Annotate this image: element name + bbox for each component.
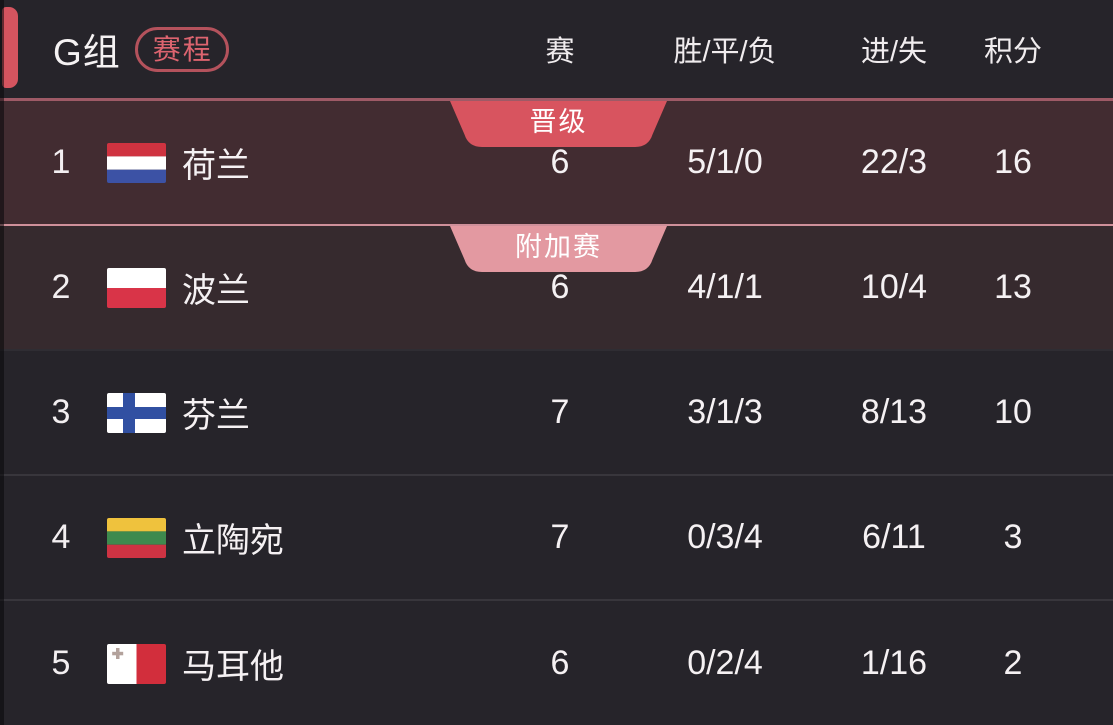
team-name: 立陶宛 [182,522,284,560]
stat-goals: 10/4 [860,268,928,306]
playoff-badge-label: 附加赛 [515,232,602,262]
table-row-netherlands[interactable]: 晋级 1 荷兰 6 5/1/0 22/3 16 [0,101,1113,226]
stat-points: 10 [994,393,1032,431]
playoff-badge: 附加赛 [450,226,667,272]
column-header-wdl: 胜/平/负 [673,36,777,68]
poland-flag [107,267,166,308]
stat-played: 7 [550,518,570,556]
stat-goals: 22/3 [860,143,928,181]
qualified-badge-shape [450,101,667,147]
stat-goals: 1/16 [860,644,928,682]
lithuania-flag [107,517,166,558]
stat-points: 2 [1003,644,1023,682]
finland-flag [107,392,166,433]
stat-points: 13 [994,268,1032,306]
column-header-points: 积分 [983,36,1042,68]
stat-goals: 8/13 [860,393,928,431]
stat-wdl: 5/1/0 [687,143,763,181]
table-row-finland[interactable]: 3 芬兰 7 3/1/3 8/13 10 [0,351,1113,476]
rank-number: 4 [51,518,71,556]
playoff-badge-shape [450,226,667,272]
stat-wdl: 0/3/4 [687,518,763,556]
group-title: G组 [53,32,121,73]
malta-flag [107,643,166,684]
stat-points: 3 [1003,518,1023,556]
rank-number: 3 [51,393,71,431]
stat-wdl: 0/2/4 [687,644,763,682]
rank-number: 1 [51,143,71,181]
team-name: 波兰 [182,272,250,310]
stat-played: 6 [550,268,570,306]
team-name: 荷兰 [182,147,250,185]
table-header: G组 赛程 赛 胜/平/负 进/失 积分 [0,0,1113,101]
stat-goals: 6/11 [862,518,926,556]
group-accent-tab [2,7,18,88]
team-name: 马耳他 [182,648,284,686]
qualified-badge-label: 晋级 [529,107,588,137]
table-row-poland[interactable]: 附加赛 2 波兰 6 4/1/1 10/4 13 [0,226,1113,351]
column-header-played: 赛 [545,36,575,68]
team-name: 芬兰 [182,397,250,435]
stat-wdl: 3/1/3 [687,393,763,431]
screen-edge-shade [0,0,4,725]
table-row-lithuania[interactable]: 4 立陶宛 7 0/3/4 6/11 3 [0,476,1113,601]
stat-played: 6 [550,143,570,181]
table-row-malta[interactable]: 5 马耳他 6 0/2/4 1/16 2 [0,601,1113,725]
stat-played: 6 [550,644,570,682]
stat-played: 7 [550,393,570,431]
netherlands-flag [107,142,166,183]
qualified-badge: 晋级 [450,101,667,147]
rank-number: 5 [51,644,71,682]
stat-wdl: 4/1/1 [687,268,763,306]
column-header-goals: 进/失 [860,36,928,68]
rank-number: 2 [51,268,71,306]
stat-points: 16 [994,143,1032,181]
schedule-button[interactable]: 赛程 [134,26,229,72]
